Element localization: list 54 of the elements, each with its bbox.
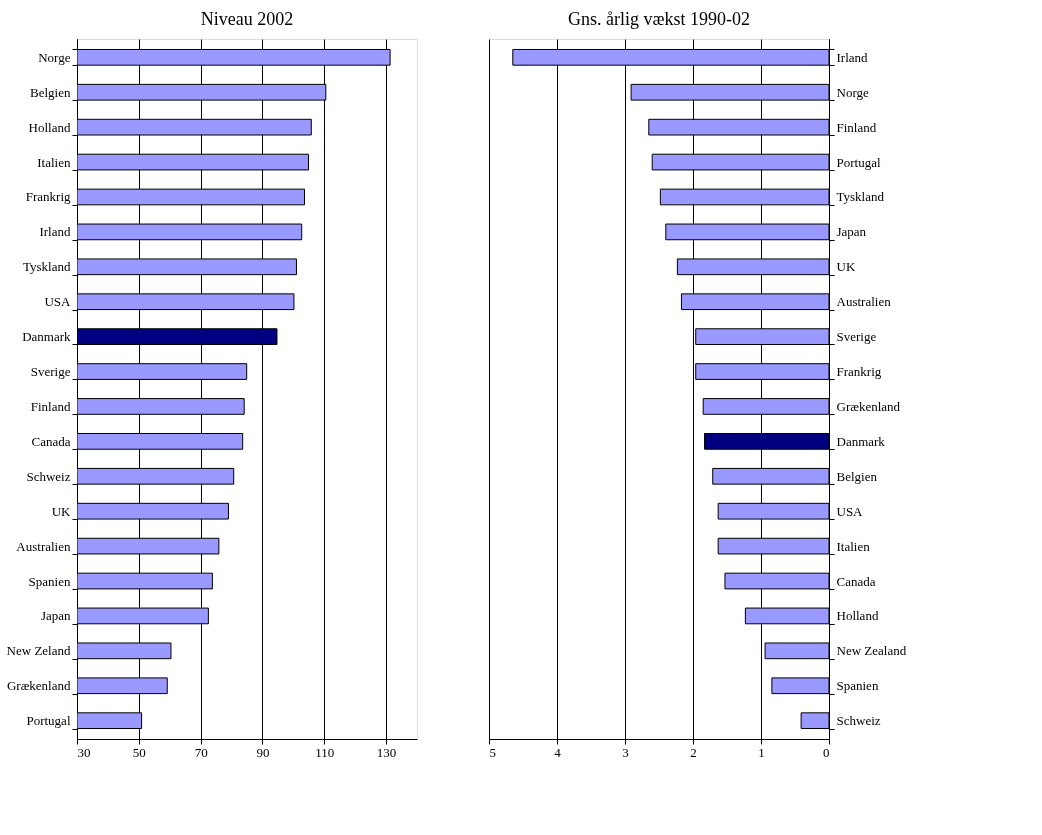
y-tick-label: Norge (836, 84, 869, 100)
y-tick-label: Belgien (30, 84, 71, 100)
x-tick-label: 130 (376, 744, 397, 760)
y-tick-label: Portugal (836, 154, 881, 170)
y-tick-label: Frankrig (25, 189, 71, 205)
x-tick-label: 5 (489, 744, 496, 760)
y-tick-label: Holland (28, 119, 71, 135)
y-tick-label: Finland (836, 119, 877, 135)
y-tick-label: Portugal (26, 713, 71, 729)
x-tick-label: 1 (758, 744, 765, 760)
y-tick-label: Tyskland (23, 259, 71, 275)
y-tick-label: Spanien (28, 573, 71, 589)
y-tick-label: Danmark (22, 329, 71, 345)
y-tick-label: Japan (40, 608, 71, 624)
y-tick-label: New Zeland (6, 643, 71, 659)
y-tick-label: Australien (836, 294, 892, 310)
y-tick-label: USA (44, 294, 72, 310)
y-tick-label: Canada (836, 573, 876, 589)
x-tick-label: 3 (622, 744, 629, 760)
y-tick-label: Danmark (836, 433, 886, 449)
y-tick-label: Australien (16, 538, 71, 554)
x-tick-label: 0 (823, 744, 830, 760)
x-tick-label: 30 (77, 744, 91, 760)
y-tick-label: Japan (836, 224, 867, 240)
y-tick-label: Grækenland (6, 678, 71, 694)
y-tick-label: Frankrig (836, 364, 882, 380)
x-tick-label: 110 (315, 744, 335, 760)
y-tick-label: Canada (31, 433, 71, 449)
chart-title: Gns. årlig vækst 1990-02 (568, 9, 750, 29)
y-tick-label: Belgien (836, 468, 878, 484)
y-tick-label: Irland (39, 224, 71, 240)
chart-title: Niveau 2002 (200, 9, 294, 29)
y-tick-label: Spanien (836, 678, 879, 694)
x-tick-label: 4 (554, 744, 562, 760)
y-tick-label: Irland (836, 49, 869, 65)
y-tick-label: New Zealand (836, 643, 907, 659)
x-tick-label: 50 (132, 744, 146, 760)
y-tick-label: UK (51, 503, 72, 519)
y-tick-label: Finland (30, 398, 71, 414)
y-tick-label: Tyskland (836, 189, 885, 205)
x-tick-label: 90 (256, 744, 270, 760)
y-tick-label: Italien (836, 538, 871, 554)
y-tick-label: USA (836, 503, 864, 519)
y-tick-label: Schweiz (26, 468, 71, 484)
y-tick-label: Schweiz (836, 713, 881, 729)
y-tick-label: Grækenland (836, 398, 901, 414)
x-tick-label: 70 (194, 744, 208, 760)
y-tick-label: Italien (37, 154, 71, 170)
x-tick-label: 2 (690, 744, 697, 760)
y-tick-label: UK (836, 259, 856, 275)
y-tick-label: Sverige (30, 364, 71, 380)
y-tick-label: Holland (836, 608, 879, 624)
y-tick-label: Norge (38, 49, 71, 65)
y-tick-label: Sverige (836, 329, 877, 345)
